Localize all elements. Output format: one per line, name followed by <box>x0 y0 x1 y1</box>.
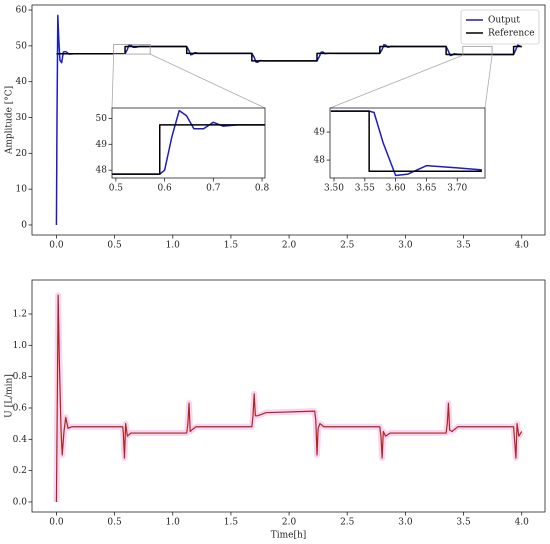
y-tick-label: 48 <box>96 166 108 176</box>
x-tick-label: 3.70 <box>447 184 467 194</box>
x-tick-label: 0.5 <box>109 184 124 194</box>
y-tick-label: 20 <box>16 149 28 159</box>
x-tick-label: 3.5 <box>456 518 471 528</box>
y-axis-label: U [L/min] <box>5 374 15 418</box>
x-tick-label: 1.0 <box>166 518 181 528</box>
y-tick-label: 0.4 <box>13 435 28 445</box>
x-tick-label: 2.5 <box>340 518 355 528</box>
x-tick-label: 3.50 <box>324 184 344 194</box>
axes-frame <box>111 107 266 179</box>
x-tick-label: 1.5 <box>224 518 239 528</box>
y-tick-label: 0.0 <box>13 497 28 507</box>
x-tick-label: 3.5 <box>456 241 471 251</box>
x-tick-label: 1.5 <box>224 241 239 251</box>
zoom-connector <box>329 54 463 109</box>
x-tick-label: 2.5 <box>340 241 355 251</box>
zoom-connector <box>111 54 115 109</box>
x-tick-label: 0.5 <box>107 518 122 528</box>
x-tick-label: 1.0 <box>166 241 181 251</box>
x-tick-label: 4.0 <box>515 241 530 251</box>
y-tick-label: 0.2 <box>13 466 27 476</box>
x-tick-label: 3.0 <box>398 241 413 251</box>
zoom-connector <box>150 53 266 109</box>
plot-background <box>32 280 545 512</box>
y-tick-label: 48 <box>314 156 326 166</box>
y-tick-label: 0.6 <box>13 403 28 413</box>
x-tick-label: 0.8 <box>255 184 270 194</box>
x-tick-label: 0.6 <box>157 184 172 194</box>
zoom-connector <box>484 55 493 109</box>
line <box>55 294 523 502</box>
x-tick-label: 4.0 <box>515 518 530 528</box>
axes-frame <box>329 107 486 179</box>
y-tick-label: 49 <box>314 128 326 138</box>
x-axis-label: Time[h] <box>271 531 307 541</box>
line <box>112 124 265 175</box>
x-tick-label: 2.0 <box>282 241 297 251</box>
axes-frame <box>31 4 546 236</box>
x-tick-label: 3.55 <box>355 184 375 194</box>
x-tick-label: 0.5 <box>107 241 122 251</box>
line <box>112 109 265 175</box>
zoom-box <box>113 44 151 55</box>
y-axis-label: Amplitude [°C] <box>5 86 15 155</box>
y-tick-label: 60 <box>16 6 28 16</box>
axes-frame <box>31 279 546 513</box>
line <box>330 110 482 173</box>
zoom-box <box>462 45 493 56</box>
y-tick-label: 30 <box>16 113 28 123</box>
y-tick-label: 50 <box>16 41 28 51</box>
x-tick-label: 0.0 <box>49 518 64 528</box>
x-tick-label: 0.7 <box>206 184 221 194</box>
x-tick-label: 3.60 <box>386 184 406 194</box>
legend-label: Reference <box>488 29 535 39</box>
legend-box <box>460 9 540 45</box>
line <box>56 45 522 62</box>
y-tick-label: 1.2 <box>13 309 27 319</box>
y-tick-label: 10 <box>16 185 28 195</box>
legend-label: Output <box>488 16 520 26</box>
y-tick-label: 49 <box>96 140 108 150</box>
x-tick-label: 0.0 <box>49 241 64 251</box>
line <box>330 110 482 177</box>
y-tick-label: 40 <box>16 77 28 87</box>
plot-background <box>330 108 485 178</box>
y-tick-label: 0 <box>21 220 27 230</box>
y-tick-label: 50 <box>96 114 108 124</box>
x-tick-label: 3.0 <box>398 518 413 528</box>
x-tick-label: 3.65 <box>416 184 436 194</box>
y-tick-label: 1.0 <box>13 341 28 351</box>
x-tick-label: 2.0 <box>282 518 297 528</box>
y-tick-label: 0.8 <box>13 372 28 382</box>
